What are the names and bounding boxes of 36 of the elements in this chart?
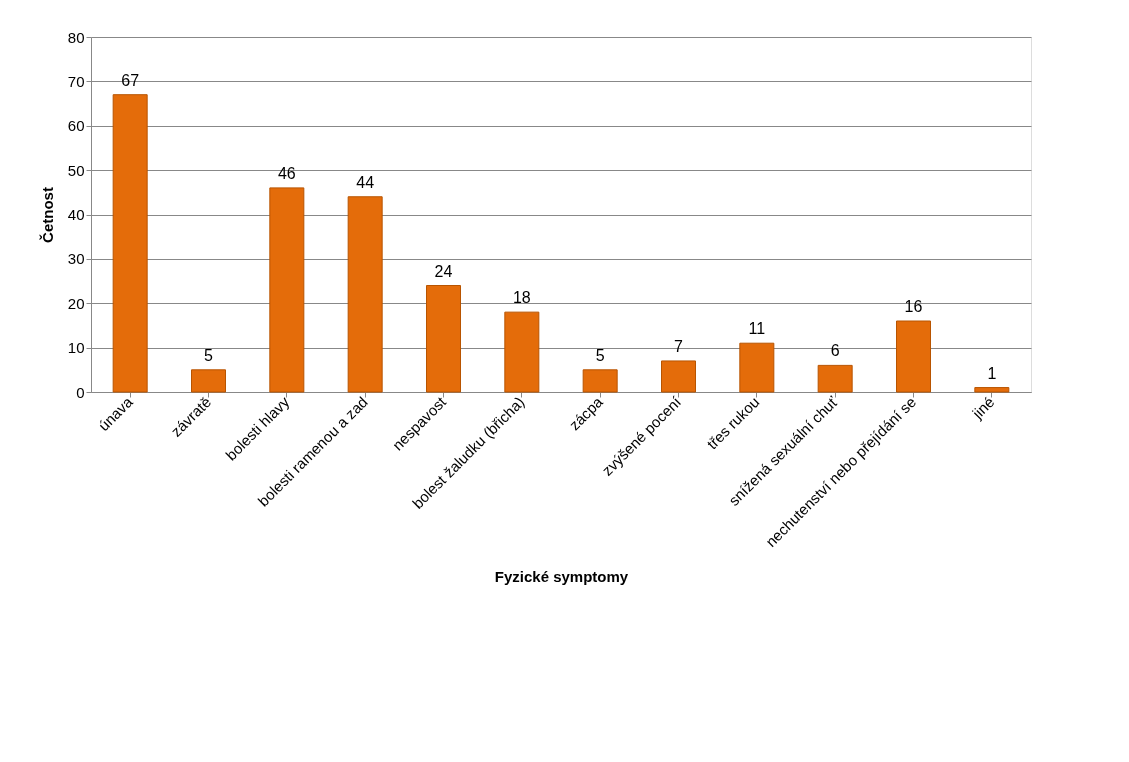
data-label: 18 — [512, 289, 531, 307]
data-label: 1 — [987, 364, 997, 382]
y-tick-label: 10 — [67, 339, 85, 357]
bar — [426, 285, 461, 393]
data-label: 46 — [277, 164, 296, 182]
y-tick-label: 0 — [76, 383, 85, 401]
data-label: 5 — [595, 346, 605, 364]
y-tick-label: 30 — [67, 250, 85, 268]
y-tick-label: 70 — [67, 72, 85, 90]
bar — [269, 187, 305, 393]
bar — [817, 364, 853, 393]
data-label: 7 — [674, 337, 684, 355]
y-tick-label: 50 — [67, 161, 85, 179]
y-tick-label: 20 — [67, 294, 85, 312]
x-axis-title: Fyzické symptomy — [494, 568, 629, 586]
data-label: 16 — [904, 298, 923, 315]
bar — [896, 320, 931, 393]
data-label: 24 — [434, 262, 453, 280]
y-tick-label: 60 — [67, 117, 85, 135]
bar — [582, 369, 618, 393]
bar — [191, 369, 226, 393]
data-label: 11 — [748, 320, 766, 338]
x-tick-label: jiné — [968, 393, 998, 423]
bar — [974, 387, 1010, 393]
data-label: 67 — [121, 71, 140, 89]
data-label: 5 — [204, 346, 214, 364]
data-label: 6 — [830, 342, 840, 360]
bar — [739, 342, 775, 393]
bar — [504, 311, 540, 393]
y-axis-title: Četnost — [38, 187, 56, 243]
bar — [661, 360, 696, 393]
y-tick-label: 80 — [67, 28, 85, 46]
y-tick-label: 40 — [67, 206, 85, 223]
data-label: 44 — [356, 173, 375, 191]
bar — [112, 94, 148, 393]
bar — [347, 196, 383, 393]
